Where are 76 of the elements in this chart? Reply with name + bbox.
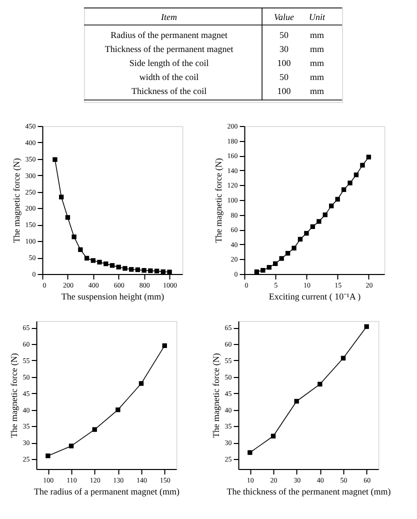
point: [270, 434, 276, 438]
point: [148, 268, 153, 274]
point: [84, 256, 90, 261]
point: [135, 267, 140, 272]
text: width of the coil: [139, 72, 200, 82]
point: [46, 454, 50, 458]
point: [68, 444, 74, 448]
point: [72, 234, 76, 240]
point: [254, 269, 260, 274]
point: [52, 157, 58, 162]
point: [294, 398, 299, 404]
text: 100: [277, 58, 292, 68]
point: [122, 266, 128, 271]
point: [160, 269, 166, 274]
point: [167, 270, 172, 274]
point: [316, 219, 322, 224]
point: [348, 180, 352, 186]
text: Item: [160, 12, 178, 22]
text: Side length of the coil: [129, 58, 210, 68]
y-axis-title: The magnetic force (N): [210, 353, 221, 438]
point: [329, 204, 334, 208]
point: [90, 258, 96, 263]
text: 30: [280, 44, 290, 54]
text: 50: [280, 30, 290, 40]
text: Value: [274, 12, 294, 22]
point: [322, 212, 328, 218]
point: [354, 172, 359, 178]
point: [110, 263, 115, 268]
point: [142, 268, 146, 273]
text: mm: [310, 58, 324, 68]
text: Radius of the permanent magnet: [110, 30, 228, 40]
point: [97, 260, 102, 265]
text: 50: [280, 72, 290, 82]
point: [162, 343, 167, 348]
point: [104, 261, 108, 266]
text: Unit: [309, 12, 326, 22]
point: [318, 382, 322, 386]
x-axis-title: Exciting current ( 10⁻¹A ): [268, 292, 361, 302]
point: [335, 196, 340, 202]
point: [285, 250, 290, 256]
point: [128, 267, 134, 272]
text: mm: [310, 86, 324, 96]
point: [310, 224, 316, 229]
y-axis-title: The magnetic force (N): [213, 158, 224, 243]
text: 100: [277, 86, 292, 96]
point: [279, 256, 284, 261]
point: [138, 381, 144, 386]
point: [92, 427, 97, 432]
y-axis-title: The magnetic force (N): [11, 158, 22, 243]
point: [364, 324, 369, 329]
x-axis-title: The suspension height (mm): [61, 292, 164, 302]
point: [260, 268, 266, 273]
point: [116, 264, 121, 270]
text: mm: [310, 44, 324, 54]
text: mm: [310, 30, 324, 40]
x-axis-title: The radius of a permanent magnet (mm): [34, 486, 180, 496]
point: [65, 215, 70, 220]
point: [340, 356, 346, 361]
point: [292, 246, 296, 250]
point: [341, 187, 346, 192]
point: [266, 264, 272, 270]
point: [298, 236, 303, 242]
point: [366, 154, 372, 160]
text: Thickness of the permanent magnet: [104, 44, 234, 54]
point: [248, 450, 252, 455]
text: Thickness of the coil: [131, 86, 208, 96]
text: mm: [310, 72, 324, 82]
point: [304, 230, 309, 236]
y-axis-title: The magnetic force (N): [8, 353, 19, 438]
point: [360, 162, 365, 168]
point: [154, 268, 160, 274]
point: [58, 194, 64, 200]
x-axis-title: The thickness of the permanent magnet (mm): [226, 486, 391, 496]
point: [273, 261, 278, 266]
point: [78, 247, 83, 252]
point: [116, 407, 120, 412]
